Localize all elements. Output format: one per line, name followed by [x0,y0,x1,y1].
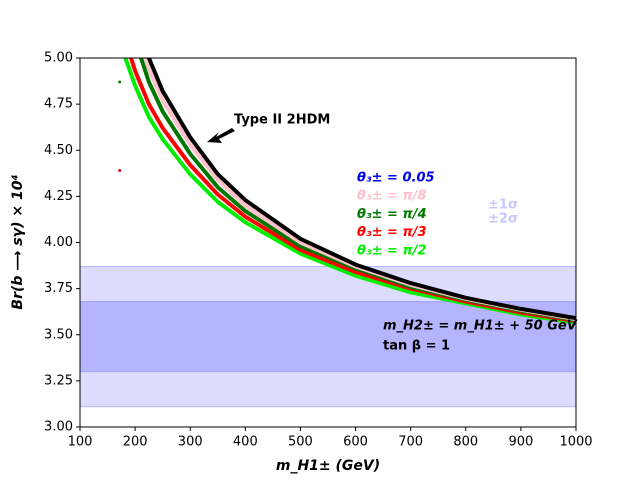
band-label: ±2σ [488,212,518,227]
sigma-band [80,301,576,373]
x-axis-label: m_H1± (GeV) [276,458,380,474]
series-line [146,58,576,321]
plot-area [80,58,576,408]
x-tick-label: 800 [453,435,478,450]
x-tick-label: 700 [398,435,423,450]
y-tick-label: 3.75 [44,281,73,296]
y-tick-label: 3.25 [44,373,73,388]
x-tick-label: 1000 [559,435,592,450]
annotation: tan β = 1 [383,339,450,354]
y-tick-label: 4.50 [44,143,73,158]
legend-entry: θ₃± = 0.05 [357,170,435,185]
x-tick-label: 600 [343,435,368,450]
band-label: ±1σ [488,198,518,213]
annotation: m_H2± = m_H1± + 50 GeV [383,319,578,334]
x-tick-label: 100 [68,435,93,450]
y-tick-label: 3.50 [44,327,73,342]
x-tick-label: 900 [508,435,533,450]
y-tick-label: 4.00 [44,235,73,250]
x-tick-label: 500 [288,435,313,450]
y-axis-label: Br(b ⟶ sγ) × 10⁴ [10,174,26,309]
y-tick-label: 3.00 [44,420,73,435]
legend-entry: θ₃± = π/3 [357,225,427,240]
y-tick-label: 4.75 [44,97,73,112]
x-tick-label: 200 [123,435,148,450]
arrow [207,128,235,143]
annotation: Type II 2HDM [234,113,330,128]
legend-entry: θ₃± = π/8 [357,189,427,204]
y-tick-label: 5.00 [44,51,73,66]
x-tick-label: 400 [233,435,258,450]
legend-entry: θ₃± = π/2 [357,244,427,259]
x-tick-label: 300 [178,435,203,450]
point [118,169,122,173]
point [118,80,122,84]
y-tick-label: 4.25 [44,189,73,204]
legend-entry: θ₃± = π/4 [357,207,427,222]
